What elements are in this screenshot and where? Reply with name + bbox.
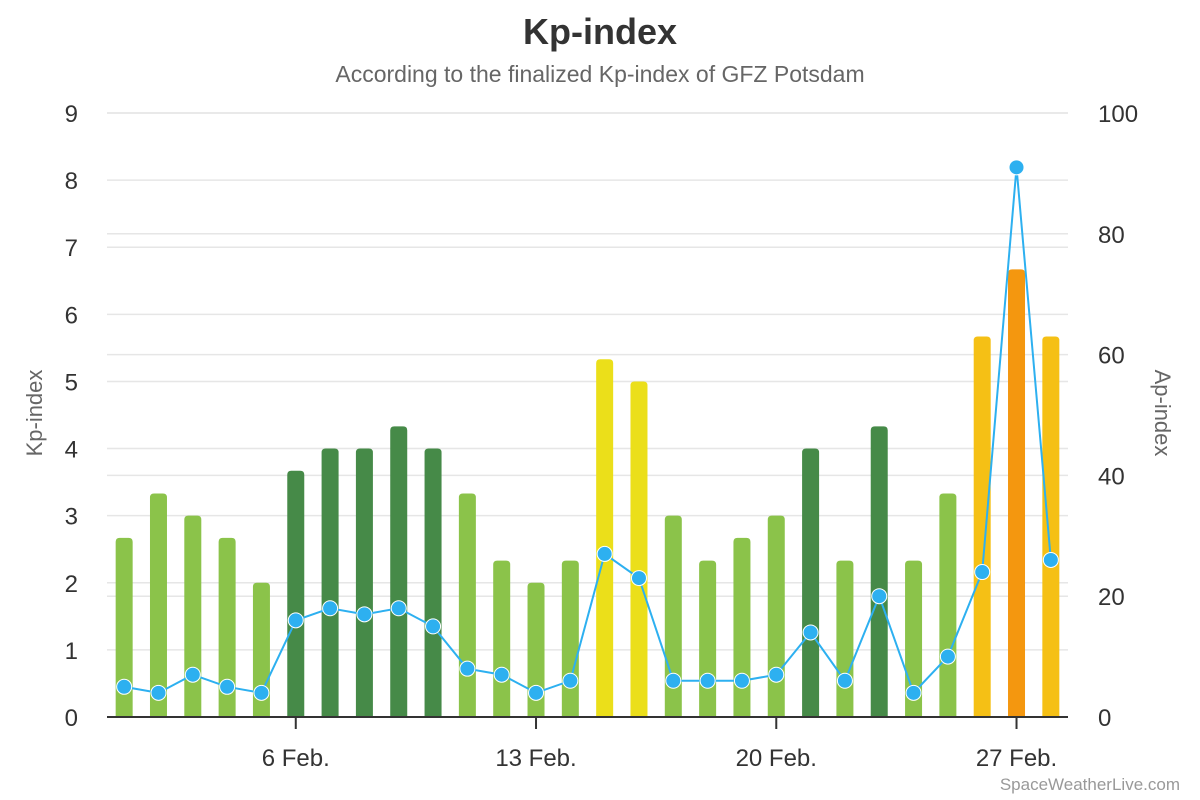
- y-tick-label-right: 20: [1098, 584, 1125, 611]
- ap-point[interactable]: [905, 684, 922, 701]
- kp-bar[interactable]: [939, 493, 957, 717]
- kp-bar[interactable]: [596, 359, 614, 717]
- ap-point[interactable]: [493, 666, 510, 683]
- kp-bar[interactable]: [1008, 269, 1026, 717]
- x-tick-label: 27 Feb.: [976, 745, 1057, 772]
- kp-bar[interactable]: [561, 560, 579, 717]
- kp-bar[interactable]: [630, 381, 648, 717]
- ap-point[interactable]: [356, 606, 373, 623]
- y-tick-label-right: 80: [1098, 222, 1125, 249]
- kp-bar[interactable]: [802, 448, 820, 717]
- x-tick-label: 20 Feb.: [736, 745, 817, 772]
- kp-bar[interactable]: [733, 537, 751, 717]
- y-tick-label-right: 60: [1098, 343, 1125, 370]
- kp-bar[interactable]: [424, 448, 442, 717]
- kp-bar[interactable]: [184, 515, 202, 717]
- ap-point[interactable]: [528, 684, 545, 701]
- kp-bar[interactable]: [973, 336, 991, 717]
- y-tick-label-left: 1: [65, 638, 78, 665]
- credit-text[interactable]: SpaceWeatherLive.com: [1000, 775, 1180, 794]
- kp-bar[interactable]: [493, 560, 511, 717]
- ap-point[interactable]: [219, 678, 236, 695]
- y-tick-label-left: 3: [65, 504, 78, 531]
- bar-series: [115, 269, 1060, 717]
- ap-point[interactable]: [459, 660, 476, 677]
- y-tick-label-left: 0: [65, 705, 78, 732]
- grid-lines: [107, 112, 1068, 651]
- ap-point[interactable]: [836, 672, 853, 689]
- chart-title: Kp-index: [523, 11, 677, 52]
- ap-point[interactable]: [733, 672, 750, 689]
- ap-point[interactable]: [699, 672, 716, 689]
- ap-point[interactable]: [802, 624, 819, 641]
- x-tick-label: 13 Feb.: [495, 745, 576, 772]
- ap-point[interactable]: [871, 588, 888, 605]
- y-tick-label-right: 100: [1098, 101, 1138, 128]
- ap-line: [123, 167, 1052, 695]
- ap-point[interactable]: [1042, 551, 1059, 568]
- ap-line-series: [116, 159, 1059, 701]
- kp-bar[interactable]: [1042, 336, 1060, 717]
- chart-subtitle: According to the finalized Kp-index of G…: [335, 61, 864, 87]
- ap-point[interactable]: [390, 600, 407, 617]
- y-tick-label-left: 8: [65, 168, 78, 195]
- y-tick-label-left: 4: [65, 437, 78, 464]
- kp-bar[interactable]: [870, 426, 888, 717]
- y-tick-label-left: 5: [65, 369, 78, 396]
- kp-bar[interactable]: [527, 582, 545, 717]
- y-tick-label-left: 2: [65, 571, 78, 598]
- ap-point[interactable]: [287, 612, 304, 629]
- ap-point[interactable]: [562, 672, 579, 689]
- ap-point[interactable]: [630, 570, 647, 587]
- kp-bar[interactable]: [287, 470, 305, 717]
- ap-point[interactable]: [425, 618, 442, 635]
- kp-bar[interactable]: [115, 537, 133, 717]
- kp-bar[interactable]: [218, 537, 236, 717]
- ap-point[interactable]: [1008, 159, 1025, 176]
- y-tick-label-right: 40: [1098, 463, 1125, 490]
- axes: 0 1 2 3 4 5 6 7 8 9 0 20 40 60 80 100 6 Feb. 13 Feb. 20 Fe…: [65, 101, 1138, 772]
- ap-point[interactable]: [974, 564, 991, 581]
- kp-bar[interactable]: [355, 448, 373, 717]
- ap-point[interactable]: [150, 684, 167, 701]
- y-tick-label-left: 9: [65, 101, 78, 128]
- kp-bar[interactable]: [699, 560, 717, 717]
- y-tick-label-right: 0: [1098, 705, 1111, 732]
- ap-point[interactable]: [322, 600, 339, 617]
- y-axis-title-left: Kp-index: [22, 370, 47, 457]
- kp-bar[interactable]: [149, 493, 167, 717]
- ap-point[interactable]: [596, 545, 613, 562]
- y-tick-label-left: 6: [65, 302, 78, 329]
- kp-bar[interactable]: [458, 493, 476, 717]
- ap-point[interactable]: [768, 666, 785, 683]
- y-axis-title-right: Ap-index: [1150, 370, 1175, 457]
- kp-bar[interactable]: [836, 560, 854, 717]
- y-tick-label-left: 7: [65, 235, 78, 262]
- kp-bar[interactable]: [767, 515, 785, 717]
- ap-point[interactable]: [939, 648, 956, 665]
- ap-point[interactable]: [184, 666, 201, 683]
- ap-point[interactable]: [665, 672, 682, 689]
- x-tick-label: 6 Feb.: [262, 745, 330, 772]
- kp-bar[interactable]: [321, 448, 339, 717]
- ap-point[interactable]: [253, 684, 270, 701]
- ap-point[interactable]: [116, 678, 133, 695]
- kp-bar[interactable]: [390, 426, 408, 717]
